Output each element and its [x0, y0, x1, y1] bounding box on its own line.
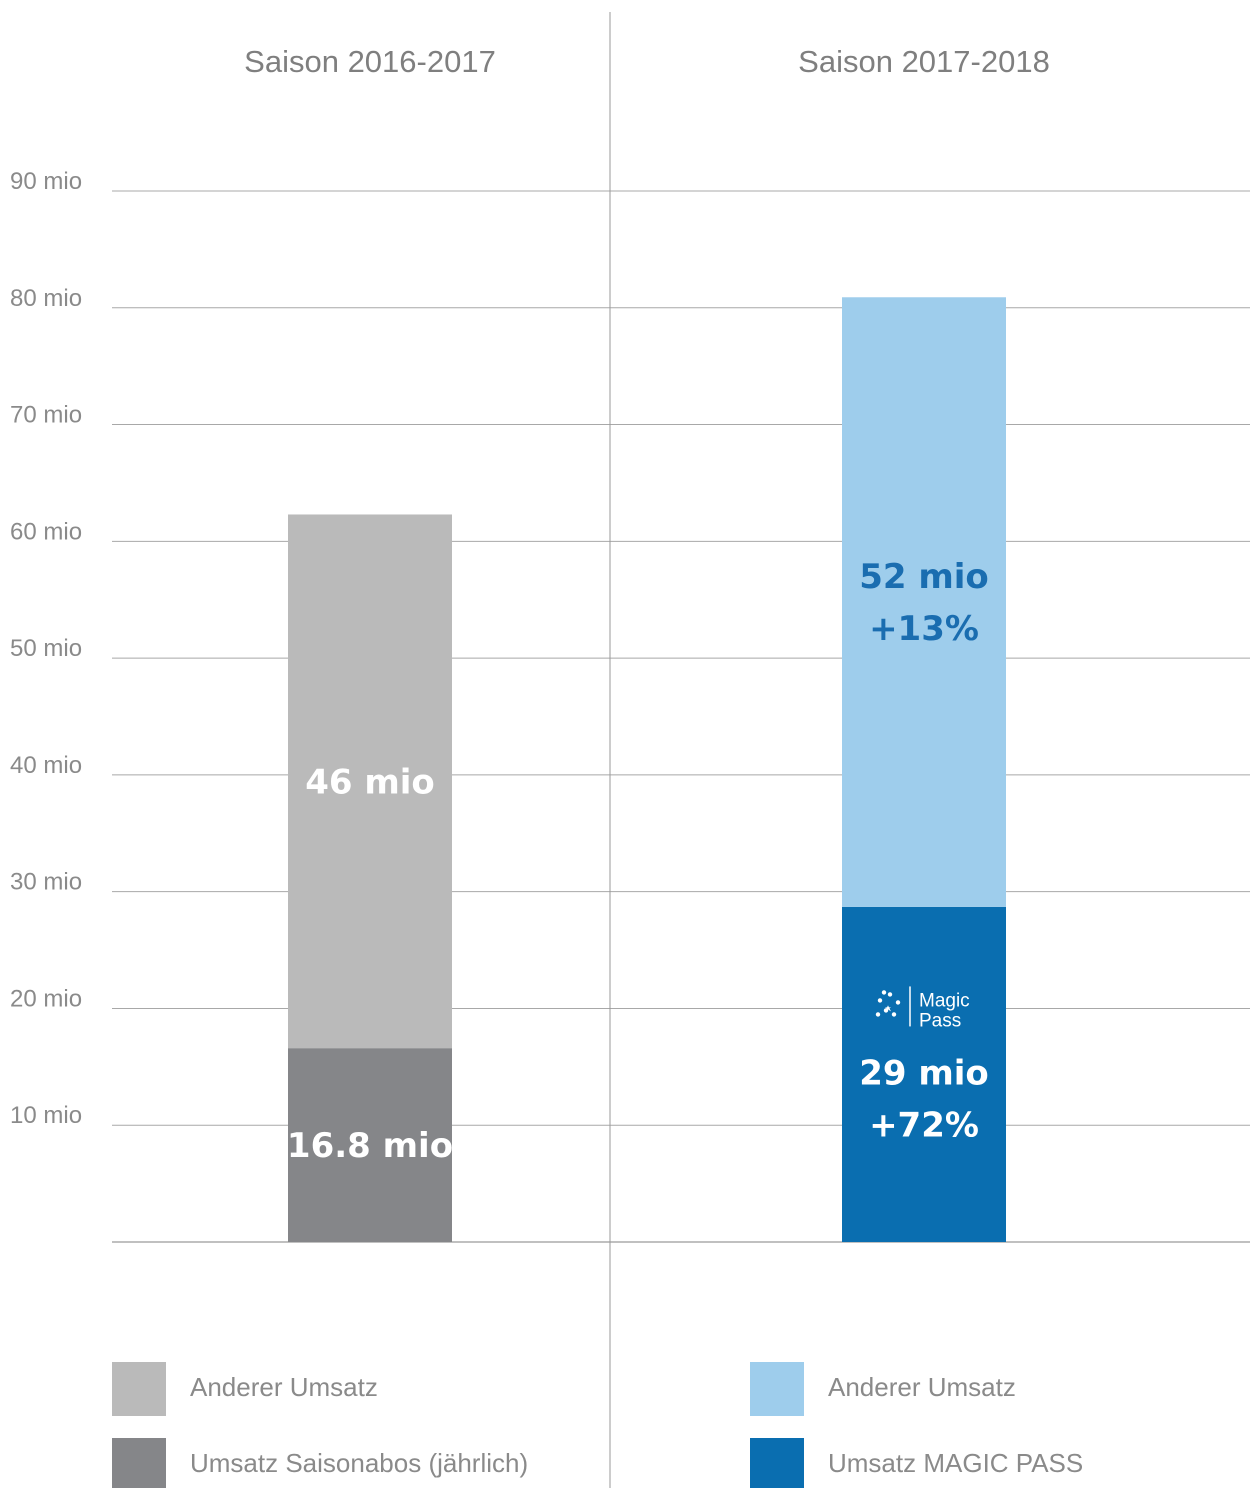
- legend-label: Anderer Umsatz: [828, 1372, 1016, 1402]
- season-title: Saison 2016-2017: [244, 44, 496, 79]
- legend-label: Umsatz MAGIC PASS: [828, 1448, 1083, 1478]
- bar-segment: [288, 1048, 452, 1242]
- legend-label: Anderer Umsatz: [190, 1372, 378, 1402]
- y-tick-label: 60 mio: [10, 518, 82, 545]
- star-dot: [891, 1012, 897, 1017]
- star-dot: [895, 1000, 901, 1005]
- y-tick-label: 50 mio: [10, 635, 82, 662]
- star-dot: [877, 998, 883, 1003]
- gridlines: [112, 12, 1250, 1488]
- y-tick-label: 70 mio: [10, 402, 82, 429]
- star-dot: [887, 992, 893, 997]
- logo-line1: Magic: [919, 990, 970, 1011]
- bar-value-label: +72%: [869, 1105, 979, 1145]
- bar-value-label: 52 mio: [859, 557, 989, 597]
- bar-segment: [842, 297, 1006, 907]
- legend-swatch: [112, 1362, 166, 1416]
- y-tick-label: 40 mio: [10, 752, 82, 779]
- legend-label: Umsatz Saisonabos (jährlich): [190, 1448, 528, 1478]
- star-shape: [885, 1005, 891, 1012]
- bar-value-label: 29 mio: [859, 1053, 989, 1093]
- legend-swatch: [750, 1438, 804, 1488]
- season-titles: Saison 2016-2017 Saison 2017-2018: [244, 44, 1050, 79]
- y-tick-label: 30 mio: [10, 869, 82, 896]
- y-tick-label: 80 mio: [10, 285, 82, 312]
- bar-segment: [842, 906, 1006, 1242]
- bar-value-label: 16.8 mio: [287, 1126, 453, 1166]
- logo-line2: Pass: [919, 1010, 961, 1031]
- y-tick-label: 90 mio: [10, 168, 82, 195]
- stars-icon: [875, 990, 901, 1017]
- y-tick-label: 20 mio: [10, 985, 82, 1012]
- bar-segment: [288, 514, 452, 1049]
- star-dot: [881, 990, 887, 995]
- y-tick-label: 10 mio: [10, 1102, 82, 1129]
- bar-value-label: 46 mio: [305, 762, 435, 802]
- y-axis-labels: 10 mio 20 mio 30 mio 40 mio 50 mio 60 mio 70 m…: [10, 168, 82, 1129]
- legend: Anderer Umsatz Umsatz Saisonabos (jährlic…: [112, 1362, 1083, 1488]
- legend-swatch: [750, 1362, 804, 1416]
- star-dot: [875, 1012, 881, 1017]
- legend-swatch: [112, 1438, 166, 1488]
- bar-value-label: +13%: [869, 609, 979, 649]
- season-title: Saison 2017-2018: [798, 44, 1050, 79]
